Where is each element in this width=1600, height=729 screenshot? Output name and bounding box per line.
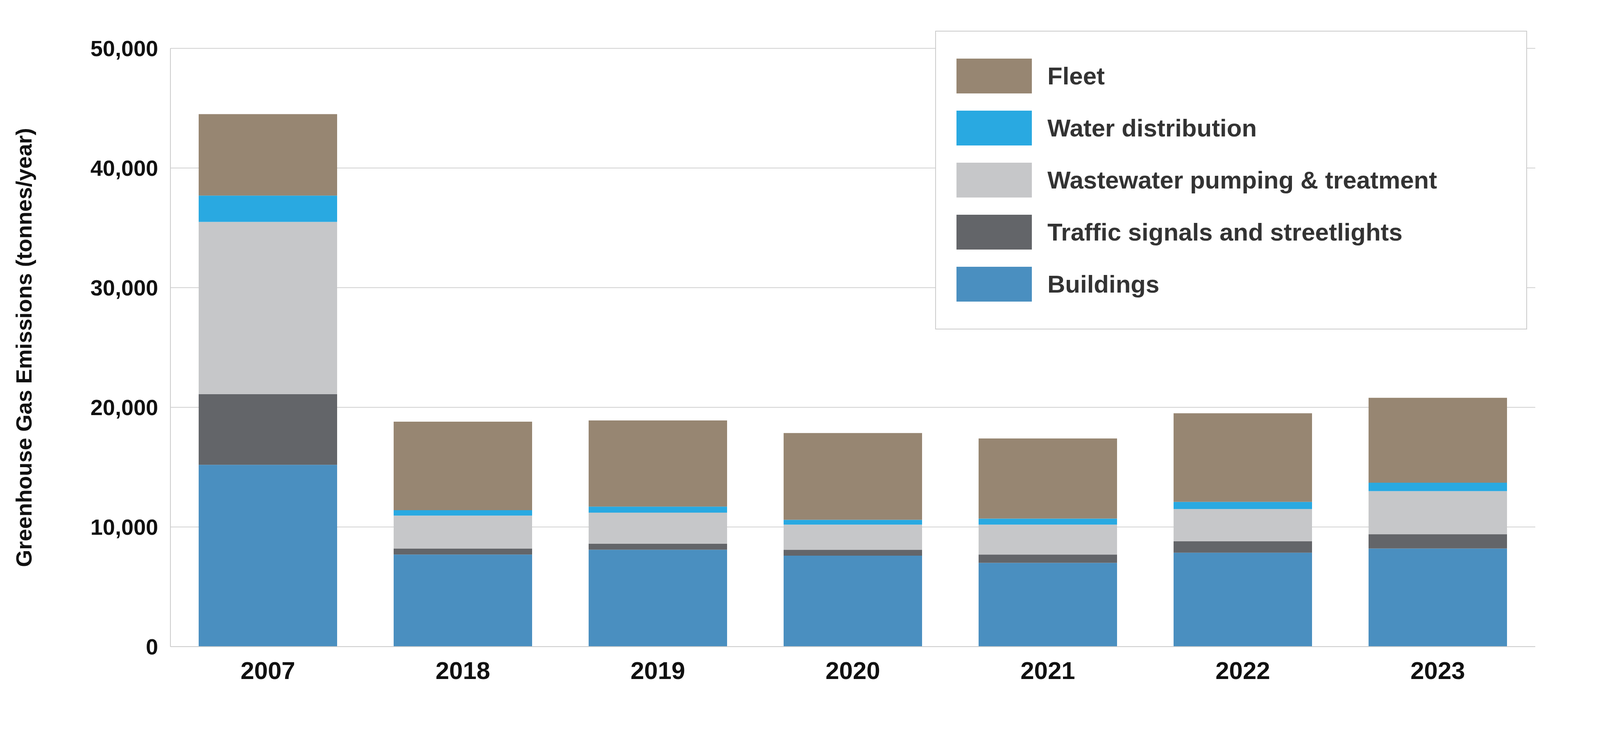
svg-text:40,000: 40,000 xyxy=(90,155,159,181)
svg-text:Greenhouse Gas Emissions (tonn: Greenhouse Gas Emissions (tonnes/year) xyxy=(11,127,37,567)
svg-text:10,000: 10,000 xyxy=(90,514,159,540)
html-text:Fleet: Fleet xyxy=(1047,62,1105,90)
svg-text:0: 0 xyxy=(145,634,159,659)
svg-text:20,000: 20,000 xyxy=(90,394,159,420)
svg-text:2007: 2007 xyxy=(240,656,295,685)
svg-text:2022: 2022 xyxy=(1215,656,1270,685)
html-text:Wastewater pumping & treatment: Wastewater pumping & treatment xyxy=(1047,166,1438,194)
svg-text:2023: 2023 xyxy=(1410,656,1465,685)
html-text:Buildings: Buildings xyxy=(1047,270,1160,298)
svg-text:2019: 2019 xyxy=(630,656,685,685)
html-text:Traffic signals and streetligh: Traffic signals and streetlights xyxy=(1047,218,1403,246)
html-text:Water distribution: Water distribution xyxy=(1047,114,1257,142)
svg-text:50,000: 50,000 xyxy=(90,36,159,61)
svg-text:2018: 2018 xyxy=(435,656,490,685)
svg-text:2020: 2020 xyxy=(825,656,880,685)
svg-text:30,000: 30,000 xyxy=(90,275,159,300)
svg-text:2021: 2021 xyxy=(1020,656,1075,685)
